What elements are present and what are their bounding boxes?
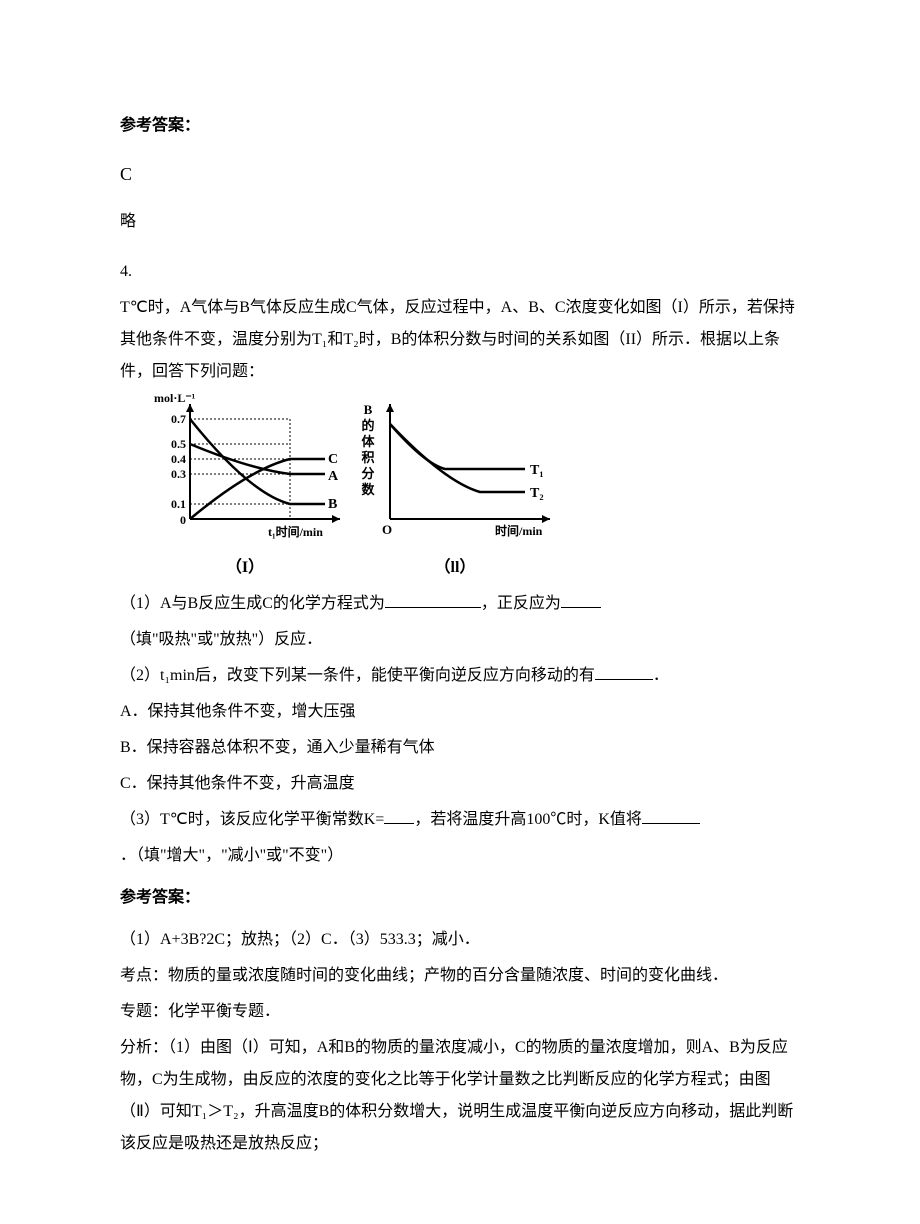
answer-heading-2: 参考答案：	[120, 882, 800, 914]
svg-text:0: 0	[180, 513, 186, 527]
sub2-text-after: ．	[653, 667, 669, 684]
answer-zhuanti: 专题：化学平衡专题．	[120, 996, 800, 1028]
chart-2-caption: （ll）	[350, 552, 560, 584]
svg-text:0.7: 0.7	[171, 412, 186, 426]
chart-1-caption: （I）	[150, 552, 340, 584]
chart-2: B 的 体 积 分 数 T₁	[350, 394, 560, 556]
blank-3[interactable]	[595, 664, 653, 680]
svg-text:B: B	[328, 497, 337, 512]
svg-text:体: 体	[361, 434, 375, 449]
sub1-text-after: ，正反应为	[481, 595, 561, 612]
blank-4[interactable]	[384, 808, 414, 824]
svg-text:t₁时间/min: t₁时间/min	[268, 524, 323, 539]
answer-letter: C	[120, 156, 800, 192]
svg-text:O: O	[382, 522, 392, 537]
option-a: A．保持其他条件不变，增大压强	[120, 696, 800, 728]
svg-text:T₁: T₁	[530, 463, 544, 478]
sub3-text-before: （3）T℃时，该反应化学平衡常数K=	[120, 811, 384, 828]
chart-1: 0.7 0.5 0.4 0.3 0.1 0 mol·L⁻¹	[150, 394, 340, 556]
figures-row: 0.7 0.5 0.4 0.3 0.1 0 mol·L⁻¹	[150, 394, 800, 584]
answer-kaodian: 考点：物质的量或浓度随时间的变化曲线；产物的百分含量随浓度、时间的变化曲线．	[120, 960, 800, 992]
sub2-text-before: （2）t₁min后，改变下列某一条件，能使平衡向逆反应方向移动的有	[120, 667, 595, 684]
answer-line1: （1）A+3B?2C；放热；（2）C．（3）533.3；减小．	[120, 924, 800, 956]
svg-text:0.3: 0.3	[171, 467, 186, 481]
question-stem: T℃时，A气体与B气体反应生成C气体，反应过程中，A、B、C浓度变化如图（I）所…	[120, 292, 800, 388]
svg-text:积: 积	[361, 450, 374, 465]
sub-question-3: （3）T℃时，该反应化学平衡常数K= ，若将温度升高100℃时，K值将	[120, 804, 800, 836]
answer-note: 略	[120, 206, 800, 238]
answer-fenxi: 分析：（1）由图（Ⅰ）可知，A和B的物质的量浓度减小，C的物质的量浓度增加，则A…	[120, 1032, 800, 1160]
sub3-line2: ．（填"增大"，"减小"或"不变"）	[120, 840, 800, 872]
sub-question-1: （1）A与B反应生成C的化学方程式为 ，正反应为	[120, 588, 800, 620]
blank-2[interactable]	[561, 592, 601, 608]
svg-text:B: B	[364, 402, 373, 417]
question-number: 4.	[120, 256, 800, 288]
svg-text:mol·L⁻¹: mol·L⁻¹	[154, 394, 196, 405]
chart-1-wrapper: 0.7 0.5 0.4 0.3 0.1 0 mol·L⁻¹	[150, 394, 340, 584]
svg-text:数: 数	[361, 482, 375, 497]
svg-text:0.1: 0.1	[171, 497, 186, 511]
svg-text:的: 的	[361, 418, 374, 433]
answer-heading-1: 参考答案：	[120, 110, 800, 142]
sub1-line2: （填"吸热"或"放热"）反应．	[120, 624, 800, 656]
svg-text:0.4: 0.4	[171, 452, 186, 466]
sub1-text-before: （1）A与B反应生成C的化学方程式为	[120, 595, 385, 612]
svg-text:0.5: 0.5	[171, 437, 186, 451]
svg-text:时间/min: 时间/min	[495, 523, 543, 538]
option-c: C．保持其他条件不变，升高温度	[120, 768, 800, 800]
svg-text:分: 分	[361, 466, 374, 481]
svg-text:A: A	[328, 469, 339, 484]
chart-2-wrapper: B 的 体 积 分 数 T₁	[350, 394, 560, 584]
sub3-text-mid: ，若将温度升高100℃时，K值将	[414, 811, 642, 828]
blank-1[interactable]	[385, 592, 481, 608]
option-b: B．保持容器总体积不变，通入少量稀有气体	[120, 732, 800, 764]
svg-text:T₂: T₂	[530, 486, 544, 501]
sub-question-2: （2）t₁min后，改变下列某一条件，能使平衡向逆反应方向移动的有 ．	[120, 660, 800, 692]
blank-5[interactable]	[642, 808, 700, 824]
svg-text:C: C	[328, 452, 338, 467]
